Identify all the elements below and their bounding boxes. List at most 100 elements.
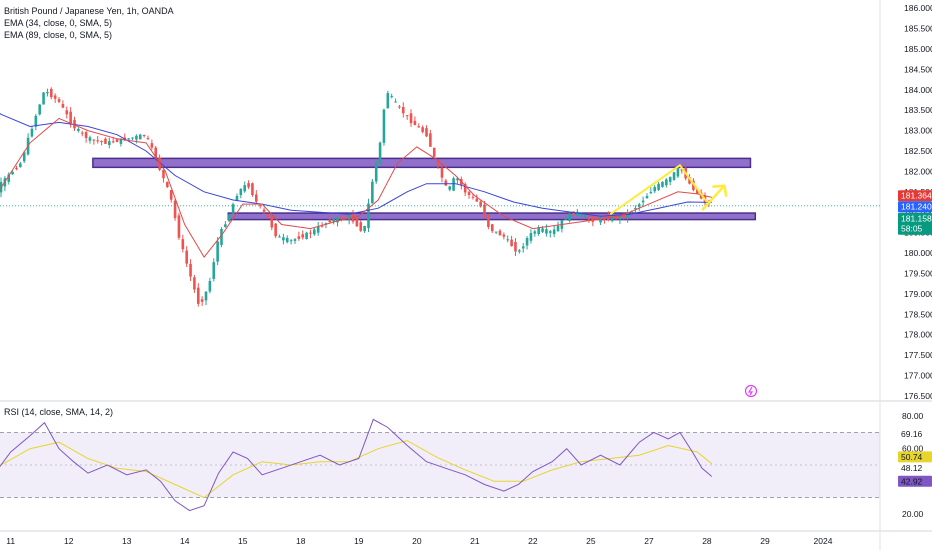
candle-body-44 [142,135,146,137]
candle-body-145 [533,231,537,234]
candle-body-26 [73,119,76,129]
price-tick-13: 179.500 [904,268,932,278]
candle-body-171 [634,208,637,210]
candle-body-22 [57,99,61,102]
candle-body-174 [645,196,649,199]
rsi-badge-rsi-bg [898,475,932,487]
candle-body-146 [537,227,540,235]
candle-body-61 [208,281,212,292]
candles [0,87,711,307]
candle-body-68 [235,195,239,201]
candle-body-49 [162,170,165,179]
candle-body-20 [49,88,53,98]
candle-body-180 [668,176,672,182]
candle-body-104 [374,161,378,182]
time-tick-7: 20 [412,536,422,546]
candle-body-114 [413,120,417,126]
rsi-badge-rsi: 42.92 [901,476,923,486]
rsi-badge-mid: 48.12 [901,463,923,473]
candle-body-101 [363,225,366,232]
candle-body-105 [378,142,382,164]
candle-body-32 [96,140,100,142]
alert-icon-bolt [747,386,754,396]
candle-body-10 [11,172,14,175]
time-axis[interactable]: 11 12 13 14 15 18 19 20 21 22 25 27 28 29 2024 [6,536,832,546]
candle-body-169 [626,213,629,218]
candle-body-138 [506,239,510,241]
rsi-pane: 80.00 60.00 20.00 [0,411,924,519]
badge-ema34-bg [898,190,932,202]
candle-body-96 [343,217,347,219]
candle-body-74 [258,205,262,207]
ema89-line [0,112,712,217]
candle-body-12 [19,163,22,168]
rsi-tick-2: 20.00 [902,509,924,519]
candle-body-33 [100,141,103,143]
candle-body-37 [115,139,119,143]
candle-body-63 [216,241,219,262]
candle-body-85 [301,234,305,238]
candle-body-112 [405,115,409,117]
candle-body-129 [471,196,475,198]
candle-body-52 [173,200,177,219]
time-tick-6: 19 [354,536,364,546]
candle-body-58 [196,287,200,304]
price-tick-1: 185.500 [904,24,932,34]
candle-body-89 [316,226,320,233]
candle-body-78 [274,223,277,237]
candle-body-13 [22,152,26,162]
candle-body-36 [111,141,115,143]
rsi-tick-1: 60.00 [902,444,924,454]
candle-body-135 [494,231,498,233]
candle-body-115 [417,126,421,128]
candle-body-100 [359,222,363,231]
candle-body-76 [266,213,270,218]
candle-body-137 [502,234,506,237]
candle-body-51 [169,190,173,200]
candle-body-136 [498,230,502,236]
time-tick-10: 25 [586,536,596,546]
candle-body-149 [548,231,552,233]
projection-arrow-head [712,184,728,197]
time-tick-12: 28 [702,536,712,546]
candle-body-110 [398,106,401,108]
legend-ema89[interactable]: EMA (89, close, 0, SMA, 5) [4,30,113,40]
candle-body-72 [251,183,254,196]
candle-body-107 [386,93,390,109]
badge-ema34: 181.364 [901,191,932,201]
candle-body-139 [510,239,513,247]
time-tick-2: 13 [122,536,132,546]
price-tick-8: 182.000 [904,166,932,176]
candle-body-185 [688,177,691,184]
candle-body-40 [127,138,130,140]
candle-body-9 [7,174,11,182]
legend-rsi[interactable]: RSI (14, close, SMA, 14, 2) [4,407,114,417]
candle-body-111 [401,107,405,114]
price-tick-5: 183.500 [904,105,932,115]
candle-body-60 [204,291,208,301]
candle-body-181 [672,172,676,180]
price-tick-15: 178.500 [904,309,932,319]
candle-body-176 [653,187,657,192]
candle-body-41 [131,137,134,139]
candle-body-117 [425,128,428,137]
candle-body-47 [154,147,158,161]
candle-body-183 [680,169,684,171]
time-tick-5: 18 [296,536,306,546]
candle-body-50 [166,181,169,188]
candle-body-80 [282,237,285,241]
candle-body-64 [220,228,223,245]
legend-ema34[interactable]: EMA (34, close, 0, SMA, 5) [4,18,113,28]
candle-body-83 [293,239,297,241]
candle-body-118 [429,133,432,147]
time-tick-0: 11 [6,536,15,546]
candle-body-94 [336,217,339,223]
candle-body-165 [610,216,614,221]
candle-body-122 [444,180,448,186]
candle-body-88 [313,229,316,235]
rsi-badge-upper: 69.16 [901,429,923,439]
candle-body-153 [564,218,568,220]
rsi-badge-upper-bg [898,428,932,440]
